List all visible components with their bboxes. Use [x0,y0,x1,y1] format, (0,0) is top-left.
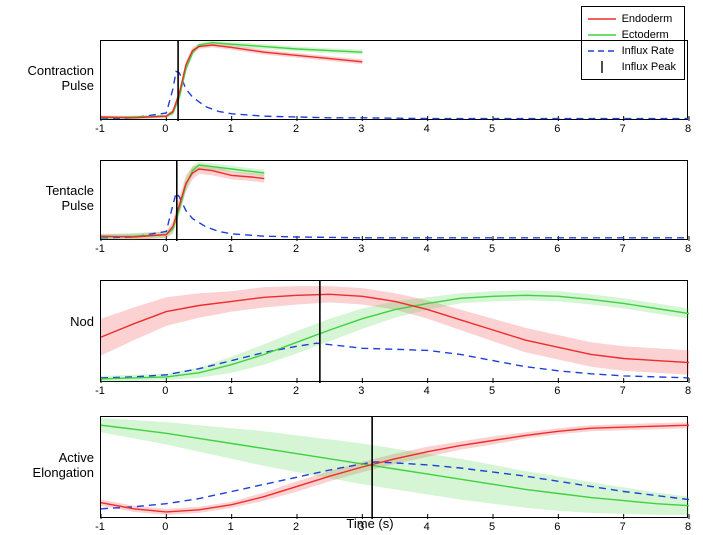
xtick-label: 2 [293,243,299,255]
xtick-label: 2 [293,385,299,397]
chart-panel [100,160,688,240]
xtick-label: 7 [620,385,626,397]
panel-label-line: Contraction [8,64,94,79]
panel-label: Nod [8,315,94,330]
error-band [101,41,362,119]
xtick-label: 1 [228,123,234,135]
panel-label-line: Active [8,451,94,466]
xtick-label: 8 [685,385,691,397]
xtick-label: 6 [554,123,560,135]
xtick-label: 0 [162,385,168,397]
xtick-label: 5 [489,521,495,533]
xtick-label: 4 [424,385,430,397]
xtick-label: -1 [95,243,105,255]
xtick-label: 5 [489,123,495,135]
xtick-label: 2 [293,123,299,135]
xtick-label: 8 [685,521,691,533]
xtick-label: 6 [554,243,560,255]
panel-svg [101,41,689,121]
panel-label-line: Pulse [8,79,94,94]
xtick-label: -1 [95,385,105,397]
xtick-label: 0 [162,521,168,533]
xtick-label: 3 [358,123,364,135]
xaxis-label: Time (s) [346,516,393,531]
xtick-label: 3 [358,243,364,255]
panel-label-line: Tentacle [8,184,94,199]
chart-panel [100,416,688,518]
xtick-label: 3 [358,385,364,397]
legend-label: Endoderm [622,13,673,25]
xtick-label: 8 [685,123,691,135]
series-line [101,71,689,118]
xtick-label: 1 [228,385,234,397]
xtick-label: 5 [489,243,495,255]
xtick-label: 4 [424,521,430,533]
chart-panel [100,40,688,120]
legend-item-endoderm: Endoderm [588,11,676,27]
xtick-label: 6 [554,385,560,397]
xtick-label: 7 [620,243,626,255]
error-band [101,43,362,120]
xtick-label: 7 [620,521,626,533]
panel-label-line: Pulse [8,199,94,214]
xtick-label: 6 [554,521,560,533]
series-line [101,193,689,238]
xtick-label: 5 [489,385,495,397]
xtick-label: 4 [424,243,430,255]
xtick-label: 7 [620,123,626,135]
xtick-label: 4 [424,123,430,135]
legend-swatch [588,12,616,26]
panel-label: ActiveElongation [8,451,94,481]
xtick-label: 0 [162,123,168,135]
panel-svg [101,281,689,383]
panel-label: TentaclePulse [8,184,94,214]
xtick-label: -1 [95,123,105,135]
xtick-label: 0 [162,243,168,255]
xtick-label: 1 [228,521,234,533]
panel-label-line: Elongation [8,466,94,481]
panel-svg [101,417,689,519]
series-line [101,43,362,118]
xtick-label: 1 [228,243,234,255]
xtick-label: 8 [685,243,691,255]
panel-label-line: Nod [8,315,94,330]
panel-svg [101,161,689,241]
panel-label: ContractionPulse [8,64,94,94]
xtick-label: -1 [95,521,105,533]
xtick-label: 2 [293,521,299,533]
figure: Endoderm Ectoderm Influx Rate Influx Pea… [0,0,703,535]
chart-panel [100,280,688,382]
